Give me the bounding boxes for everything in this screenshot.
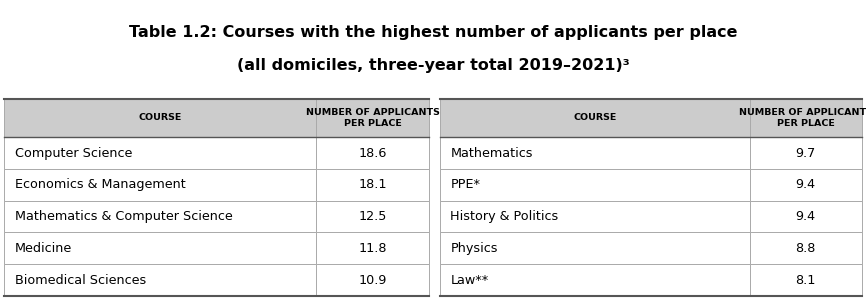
Bar: [440, 169, 750, 201]
Text: 11.8: 11.8: [359, 242, 387, 255]
Bar: [4, 99, 316, 137]
Text: COURSE: COURSE: [573, 113, 617, 122]
Bar: [440, 99, 750, 137]
Text: NUMBER OF APPLICANTS
PER PLACE: NUMBER OF APPLICANTS PER PLACE: [739, 108, 866, 128]
Text: 8.1: 8.1: [796, 274, 816, 287]
Text: (all domiciles, three-year total 2019–2021)³: (all domiciles, three-year total 2019–20…: [236, 58, 630, 73]
Bar: [440, 264, 750, 296]
Text: Physics: Physics: [450, 242, 498, 255]
Bar: [4, 232, 316, 264]
Bar: [750, 201, 862, 232]
Text: PPE*: PPE*: [450, 178, 481, 191]
Text: 18.6: 18.6: [359, 147, 386, 160]
Bar: [750, 264, 862, 296]
Text: 9.4: 9.4: [796, 210, 816, 223]
Bar: [316, 232, 429, 264]
Text: Economics & Management: Economics & Management: [15, 178, 185, 191]
Text: Medicine: Medicine: [15, 242, 72, 255]
Text: 9.7: 9.7: [796, 147, 816, 160]
Text: Biomedical Sciences: Biomedical Sciences: [15, 274, 146, 287]
Bar: [4, 137, 316, 169]
Text: 9.4: 9.4: [796, 178, 816, 191]
Text: 18.1: 18.1: [359, 178, 387, 191]
Bar: [4, 264, 316, 296]
Text: Computer Science: Computer Science: [15, 147, 132, 160]
Bar: [440, 137, 750, 169]
Bar: [4, 169, 316, 201]
Bar: [316, 264, 429, 296]
Bar: [750, 169, 862, 201]
Bar: [750, 232, 862, 264]
Text: 8.8: 8.8: [796, 242, 816, 255]
Text: 12.5: 12.5: [359, 210, 386, 223]
Text: COURSE: COURSE: [139, 113, 182, 122]
Bar: [316, 169, 429, 201]
Text: 10.9: 10.9: [359, 274, 386, 287]
Text: Table 1.2: Courses with the highest number of applicants per place: Table 1.2: Courses with the highest numb…: [129, 25, 737, 40]
Bar: [316, 137, 429, 169]
Bar: [440, 201, 750, 232]
Bar: [316, 99, 429, 137]
Bar: [4, 201, 316, 232]
Text: Mathematics: Mathematics: [450, 147, 533, 160]
Bar: [750, 137, 862, 169]
Text: Mathematics & Computer Science: Mathematics & Computer Science: [15, 210, 232, 223]
Text: History & Politics: History & Politics: [450, 210, 559, 223]
Text: Law**: Law**: [450, 274, 488, 287]
Bar: [440, 232, 750, 264]
Bar: [750, 99, 862, 137]
Text: NUMBER OF APPLICANTS
PER PLACE: NUMBER OF APPLICANTS PER PLACE: [306, 108, 439, 128]
Bar: [316, 201, 429, 232]
